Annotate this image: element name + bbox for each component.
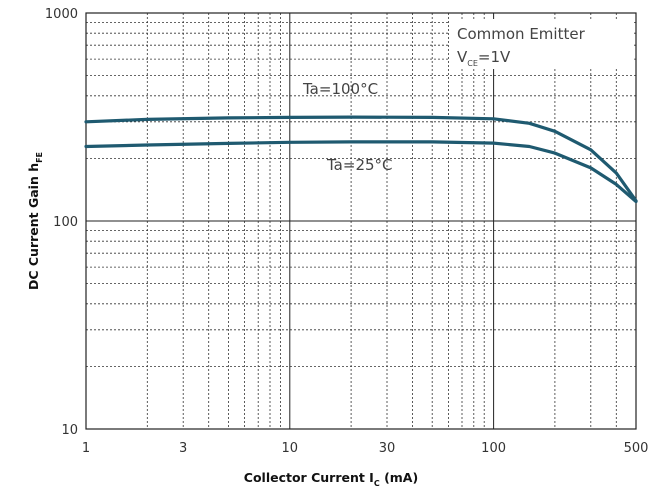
x-tick-label-30: 30	[379, 441, 396, 456]
legend-line-2: VCE=1V	[457, 48, 511, 68]
y-tick-label-10: 10	[61, 423, 78, 438]
x-tick-labels: 1 3 10 30 100 500	[82, 441, 649, 456]
major-grid	[86, 13, 636, 429]
series-layer	[84, 115, 638, 204]
y-tick-label-100: 100	[53, 215, 78, 230]
legend-box: Common Emitter VCE=1V	[450, 19, 633, 69]
plot-frame	[85, 12, 637, 430]
series-line-1	[84, 140, 638, 204]
x-tick-label-3: 3	[179, 441, 187, 456]
y-axis-title: DC Current Gain hFE	[26, 152, 44, 290]
x-tick-label-1: 1	[82, 441, 90, 456]
y-tick-label-1000: 1000	[45, 7, 78, 22]
y-tick-labels: 10 100 1000	[45, 7, 78, 438]
x-axis-title: Collector Current IC (mA)	[244, 470, 418, 488]
x-tick-label-10: 10	[282, 441, 299, 456]
legend-line-1: Common Emitter	[457, 25, 586, 43]
annotation-ta-25: Ta=25°C	[326, 156, 393, 174]
x-tick-label-100: 100	[481, 441, 506, 456]
annotation-ta-100: Ta=100°C	[302, 80, 378, 98]
x-tick-label-500: 500	[624, 441, 649, 456]
series-line-0	[84, 115, 638, 203]
